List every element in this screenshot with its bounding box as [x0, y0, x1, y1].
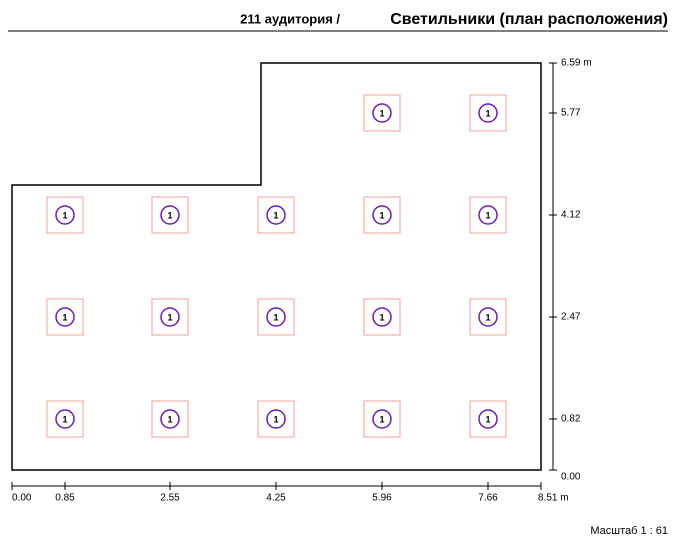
luminaire-box	[363, 298, 401, 336]
luminaire-symbol	[478, 103, 498, 123]
luminaire-symbol	[55, 205, 75, 225]
luminaire-label: 1	[62, 312, 67, 322]
y-tick-label: 0.00	[561, 472, 581, 483]
y-tick-label: 5.77	[561, 108, 581, 119]
luminaire-symbol	[266, 409, 286, 429]
luminaire-label: 1	[273, 210, 278, 220]
y-tick-label: 6.59 m	[561, 58, 592, 69]
x-tick-label: 2.55	[160, 493, 180, 504]
luminaire-label: 1	[273, 414, 278, 424]
luminaire-symbol	[160, 205, 180, 225]
luminaire-label: 1	[379, 108, 384, 118]
luminaire-box	[151, 196, 189, 234]
y-tick-label: 4.12	[561, 210, 581, 221]
luminaire-label: 1	[485, 108, 490, 118]
luminaire-box	[469, 94, 507, 132]
luminaire-symbol	[160, 307, 180, 327]
luminaire-box	[363, 94, 401, 132]
luminaire-box	[46, 298, 84, 336]
luminaire-label: 1	[485, 414, 490, 424]
luminaire-symbol	[372, 409, 392, 429]
luminaire-label: 1	[62, 414, 67, 424]
x-tick-label: 5.96	[372, 493, 392, 504]
luminaire-label: 1	[167, 312, 172, 322]
x-tick-label: 0.85	[55, 493, 75, 504]
luminaire-box	[257, 298, 295, 336]
luminaire-symbol	[55, 409, 75, 429]
luminaire-box	[151, 298, 189, 336]
y-tick-label: 0.82	[561, 414, 581, 425]
luminaire-box	[469, 400, 507, 438]
luminaire-symbol	[55, 307, 75, 327]
luminaire-label: 1	[379, 210, 384, 220]
luminaire-box	[151, 400, 189, 438]
luminaire-box	[46, 400, 84, 438]
room-outline	[11, 62, 542, 471]
luminaire-label: 1	[167, 414, 172, 424]
x-tick-label: 7.66	[478, 493, 498, 504]
luminaire-box	[363, 400, 401, 438]
luminaire-box	[46, 196, 84, 234]
luminaire-symbol	[160, 409, 180, 429]
luminaire-label: 1	[485, 312, 490, 322]
luminaire-label: 1	[273, 312, 278, 322]
luminaire-box	[469, 196, 507, 234]
room-name: 211 аудитория /	[240, 11, 340, 26]
luminaire-box	[257, 400, 295, 438]
luminaire-label: 1	[62, 210, 67, 220]
y-tick-label: 2.47	[561, 312, 581, 323]
luminaire-symbol	[478, 409, 498, 429]
luminaire-symbol	[478, 205, 498, 225]
x-tick-label: 4.25	[266, 493, 286, 504]
luminaire-symbol	[372, 307, 392, 327]
luminaire-label: 1	[485, 210, 490, 220]
luminaire-label: 1	[167, 210, 172, 220]
luminaire-label: 1	[379, 312, 384, 322]
luminaire-symbol	[478, 307, 498, 327]
luminaire-box	[469, 298, 507, 336]
luminaire-label: 1	[379, 414, 384, 424]
title: Светильники (план расположения)	[390, 11, 668, 28]
luminaire-box	[363, 196, 401, 234]
luminaire-symbol	[266, 307, 286, 327]
luminaire-symbol	[372, 205, 392, 225]
luminaire-box	[257, 196, 295, 234]
x-tick-label: 0.00	[12, 493, 32, 504]
luminaire-symbol	[266, 205, 286, 225]
x-tick-label: 8.51 m	[538, 493, 569, 504]
scale: Масштаб 1 : 61	[590, 525, 668, 537]
luminaire-symbol	[372, 103, 392, 123]
